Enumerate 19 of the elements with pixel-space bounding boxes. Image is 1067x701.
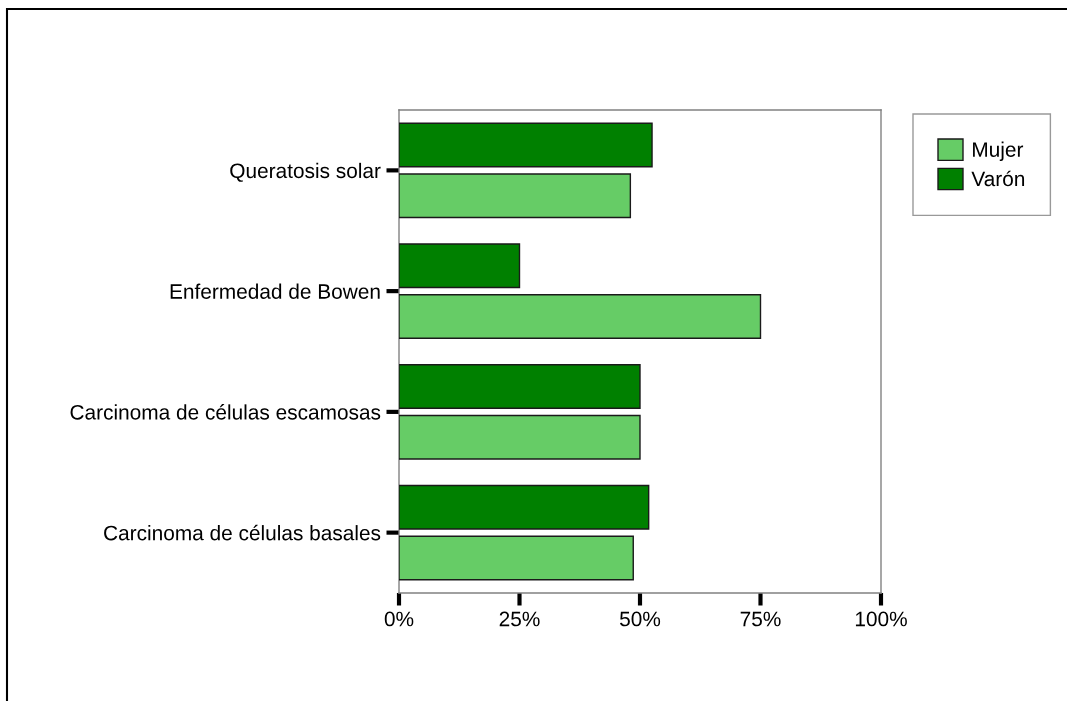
y-tick-label: Queratosis solar xyxy=(230,162,381,182)
bar xyxy=(399,535,634,581)
legend-label: Varón xyxy=(971,170,1025,187)
x-tick-label: 50% xyxy=(619,611,661,627)
bar xyxy=(399,484,650,530)
x-tick-label: 0% xyxy=(384,611,414,627)
legend-label: Mujer xyxy=(973,141,1024,162)
bar xyxy=(399,173,632,219)
bar xyxy=(399,414,641,460)
bar xyxy=(399,294,762,339)
bar xyxy=(399,243,521,289)
y-tick-label: Enfermedad de Bowen xyxy=(170,283,380,299)
y-tick-label: Carcinoma de células escamosas xyxy=(70,404,381,420)
x-tick-label: 75% xyxy=(740,611,781,627)
y-tick-label: Carcinoma de células basales xyxy=(104,524,381,541)
bar xyxy=(399,122,653,168)
bar xyxy=(399,364,641,409)
x-tick-label: 25% xyxy=(499,611,540,627)
x-tick-label: 100% xyxy=(855,611,907,627)
